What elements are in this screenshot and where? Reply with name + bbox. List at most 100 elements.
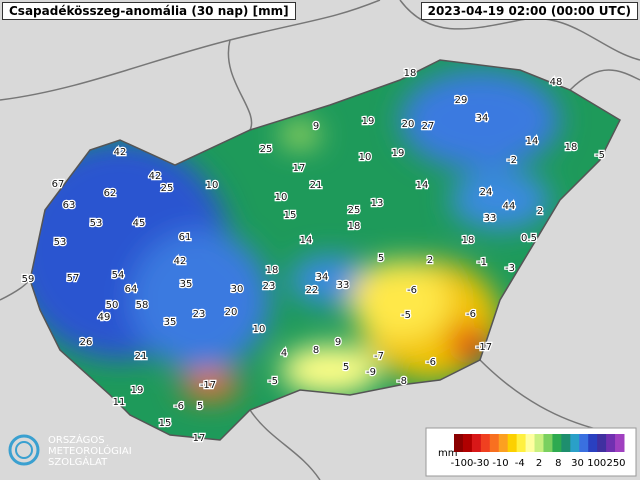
station-value: 63 <box>63 200 76 211</box>
station-value: 2 <box>537 206 543 217</box>
legend-swatch <box>615 434 625 452</box>
station-value: 35 <box>164 317 177 328</box>
station-value: -7 <box>374 351 384 362</box>
station-value: 58 <box>136 300 149 311</box>
station-value: -5 <box>401 310 411 321</box>
legend-swatch <box>471 434 482 452</box>
station-value: 49 <box>98 312 111 323</box>
station-value: 20 <box>225 307 238 318</box>
station-value: 53 <box>90 218 103 229</box>
station-value: 24 <box>480 187 493 198</box>
station-value: 42 <box>114 147 127 158</box>
legend-swatch <box>498 434 509 452</box>
station-value: -6 <box>426 357 436 368</box>
legend-swatch <box>597 434 607 452</box>
station-value: 14 <box>526 136 539 147</box>
station-value: -17 <box>200 380 216 391</box>
station-value: 19 <box>392 148 405 159</box>
station-value: 10 <box>206 180 219 191</box>
station-value: 18 <box>266 265 279 276</box>
legend-swatch <box>480 434 491 452</box>
legend-label: 250 <box>606 458 625 469</box>
station-value: 19 <box>131 385 144 396</box>
legend-swatch <box>516 434 527 452</box>
map-title: Csapadékösszeg-anomália (30 nap) [mm] <box>2 2 296 20</box>
station-value: 14 <box>300 235 313 246</box>
station-value: 44 <box>503 201 516 212</box>
station-value: 10 <box>275 192 288 203</box>
station-value: 29 <box>455 95 468 106</box>
legend-swatch <box>534 434 544 452</box>
station-value: 13 <box>371 198 384 209</box>
station-value: 48 <box>550 77 563 88</box>
station-value: -8 <box>397 376 407 387</box>
legend-swatch <box>462 434 473 452</box>
station-value: -1 <box>477 257 487 268</box>
timestamp: 2023-04-19 02:00 (00:00 UTC) <box>420 2 638 20</box>
legend-label: -10 <box>492 458 508 469</box>
station-value: 17 <box>193 433 206 444</box>
station-value: -3 <box>505 263 515 274</box>
station-value: 15 <box>284 210 297 221</box>
station-value: 64 <box>125 284 138 295</box>
station-value: 33 <box>337 280 350 291</box>
station-value: -6 <box>174 401 184 412</box>
station-value: 15 <box>159 418 172 429</box>
station-value: 18 <box>348 221 361 232</box>
legend-swatch <box>561 434 571 452</box>
legend-swatch <box>606 434 616 452</box>
station-value: 34 <box>316 272 329 283</box>
station-value: 23 <box>193 309 206 320</box>
legend-label: -4 <box>515 458 525 469</box>
station-value: 14 <box>416 180 429 191</box>
station-value: 9 <box>313 121 319 132</box>
legend-label: 100 <box>587 458 606 469</box>
country-outline <box>29 59 621 441</box>
station-value: -17 <box>476 342 492 353</box>
station-value: 25 <box>348 205 361 216</box>
station-value: 19 <box>362 116 375 127</box>
station-value: 5 <box>197 401 203 412</box>
legend-label: -100 <box>451 458 474 469</box>
legend-swatch <box>507 434 518 452</box>
station-value: 57 <box>67 273 80 284</box>
station-value: 18 <box>565 142 578 153</box>
station-value: 0.5 <box>521 233 537 244</box>
station-value: 10 <box>359 152 372 163</box>
legend: mm -100 -30 -10 -4 2 8 30 100 250 <box>425 427 637 477</box>
legend-unit: mm <box>438 448 457 459</box>
station-value: -6 <box>407 285 417 296</box>
station-value: 21 <box>310 180 323 191</box>
station-value: -6 <box>466 309 476 320</box>
station-value: 11 <box>113 397 126 408</box>
station-value: 27 <box>422 121 435 132</box>
station-value: 67 <box>52 179 65 190</box>
station-value: 25 <box>161 183 174 194</box>
legend-swatch <box>588 434 598 452</box>
station-value: 30 <box>231 284 244 295</box>
station-value: 18 <box>404 68 417 79</box>
logo: ORSZÁGOS METEOROLÓGIAI SZOLGÁLAT <box>8 433 132 468</box>
station-value: 9 <box>335 337 341 348</box>
legend-label: 2 <box>536 458 542 469</box>
station-value: 2 <box>427 255 433 266</box>
station-value: 20 <box>402 119 415 130</box>
legend-label: 8 <box>555 458 561 469</box>
logo-line: SZOLGÁLAT <box>48 455 108 468</box>
logo-line: METEOROLÓGIAI <box>48 444 132 457</box>
station-value: -2 <box>507 155 517 166</box>
legend-swatch <box>552 434 562 452</box>
legend-swatch <box>454 434 464 452</box>
station-value: 61 <box>179 232 192 243</box>
station-value: 5 <box>343 362 349 373</box>
station-value: 21 <box>135 351 148 362</box>
station-value: 18 <box>462 235 475 246</box>
station-value: 4 <box>281 348 287 359</box>
station-value: 42 <box>174 256 187 267</box>
station-value: 45 <box>133 218 146 229</box>
legend-swatch <box>579 434 589 452</box>
